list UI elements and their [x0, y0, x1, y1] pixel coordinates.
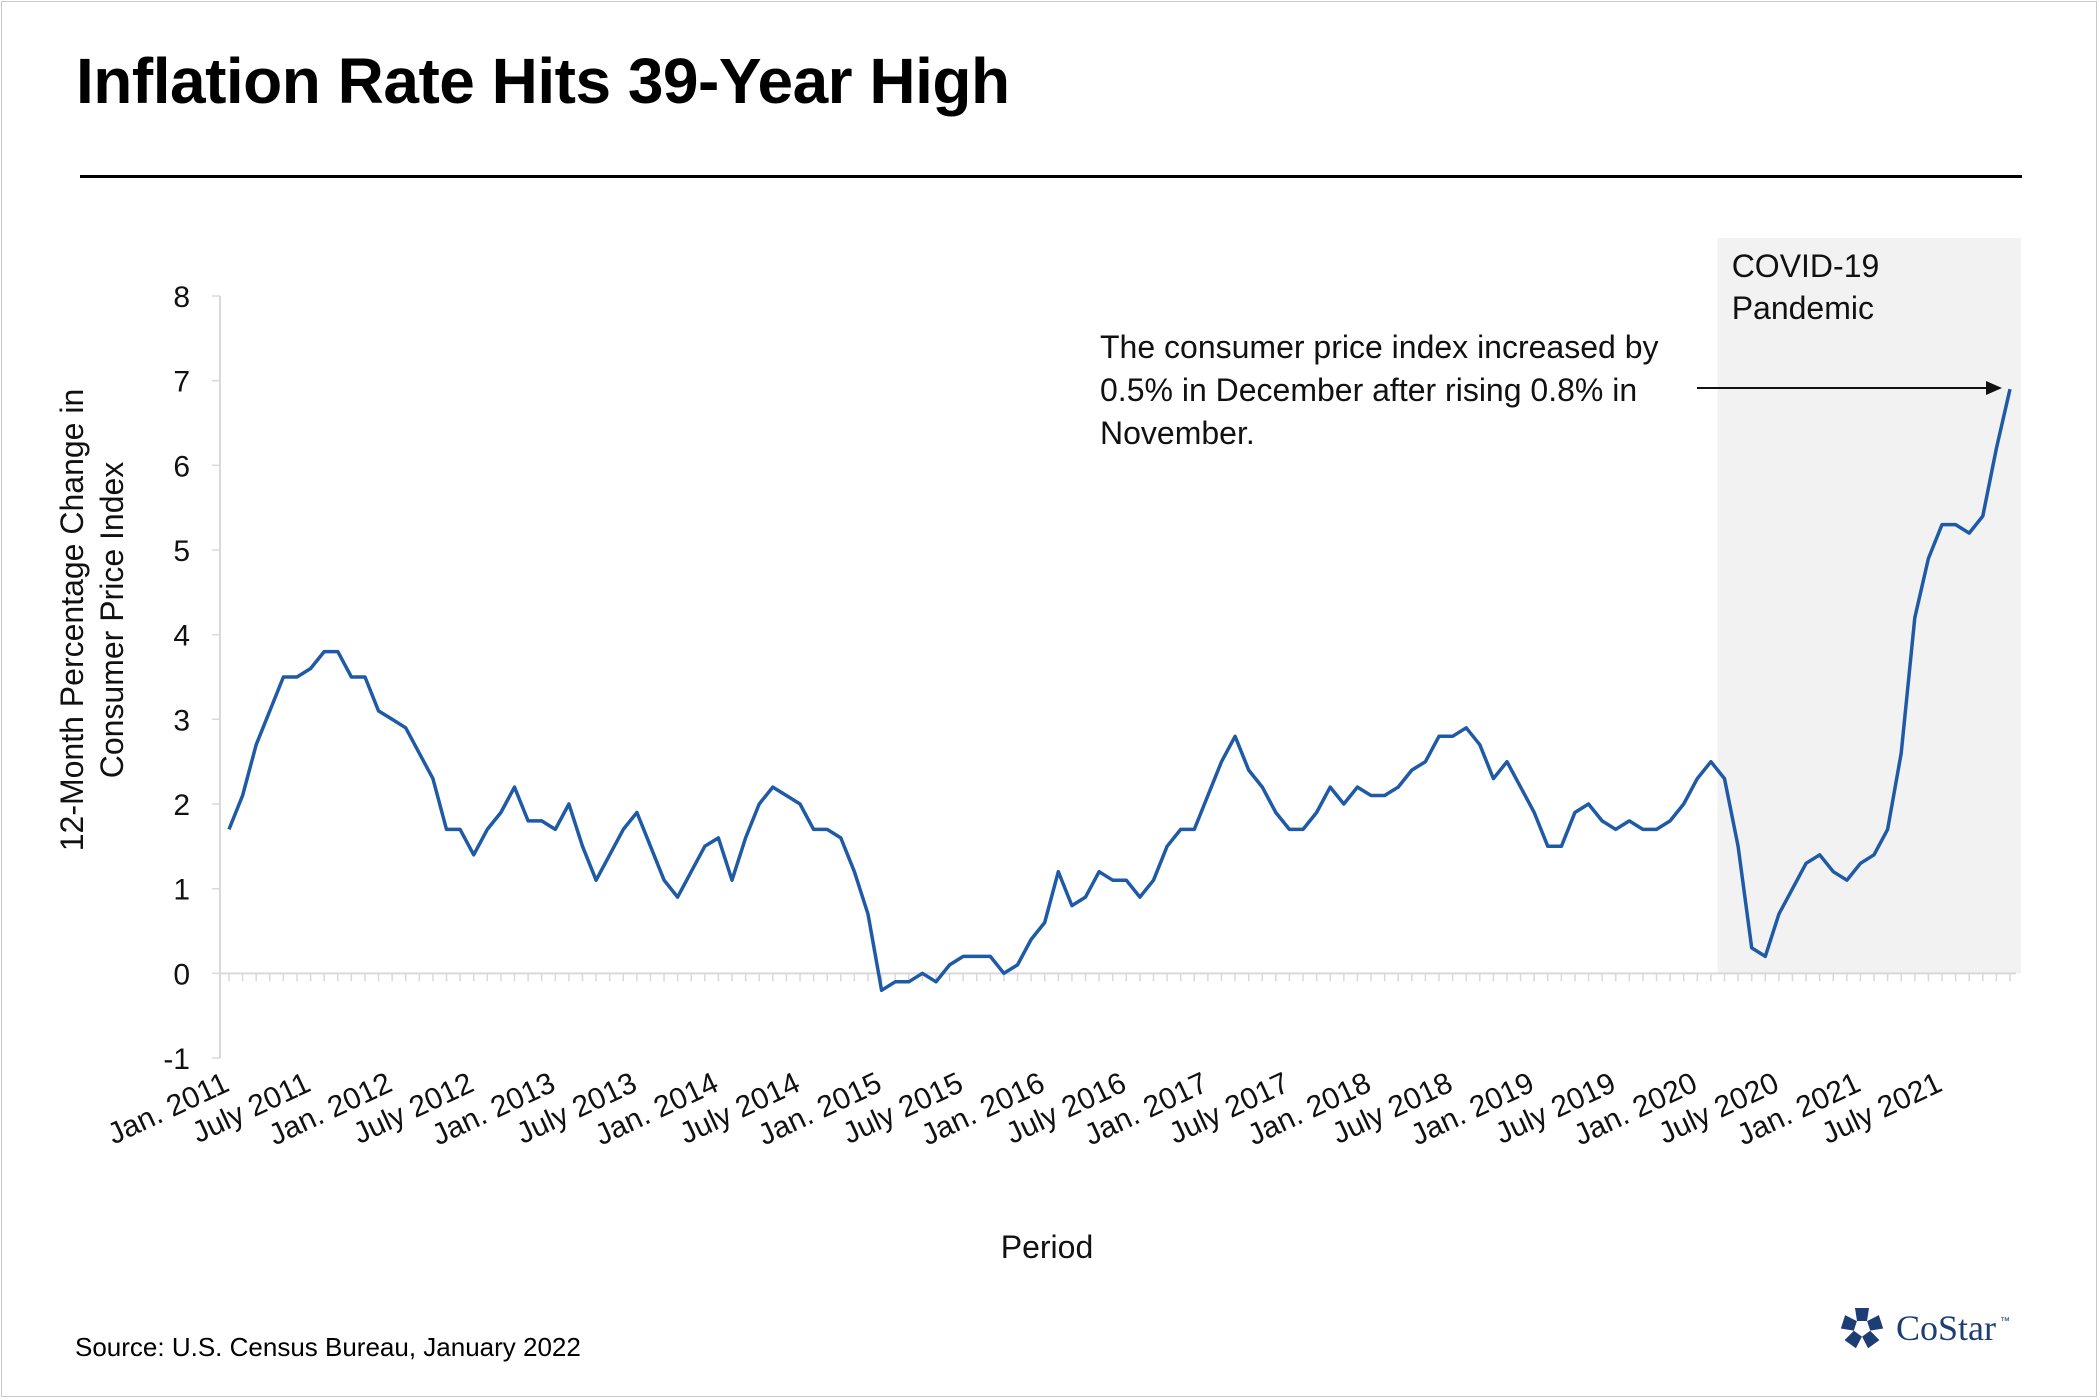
title-divider — [80, 175, 2022, 178]
covid-shaded-region — [1717, 238, 2021, 974]
shaded-region-label: COVID-19 — [1732, 248, 1880, 284]
page-title: Inflation Rate Hits 39-Year High — [76, 45, 1010, 117]
logo-star-segment — [1867, 1315, 1884, 1331]
logo-star-segment — [1840, 1315, 1857, 1331]
y-tick-label: 5 — [173, 535, 190, 568]
brand-trademark: ™ — [2000, 1315, 2011, 1327]
y-tick-label: 8 — [173, 281, 190, 314]
series-line-cpi — [227, 388, 2012, 993]
annotation-text: November. — [1100, 415, 1255, 451]
y-tick-label: 7 — [173, 366, 190, 399]
brand-name: CoStar — [1896, 1308, 1997, 1348]
y-tick-label: 1 — [173, 874, 190, 907]
shaded-region-label: Pandemic — [1732, 290, 1874, 326]
source-note: Source: U.S. Census Bureau, January 2022 — [75, 1332, 581, 1362]
y-tick-label: 4 — [173, 620, 190, 653]
y-axis-label-line: Consumer Price Index — [94, 462, 130, 779]
y-tick-label: 6 — [173, 450, 190, 483]
costar-logo: CoStar ™ — [1838, 1298, 2010, 1358]
logo-star-segment — [1862, 1330, 1880, 1349]
y-tick-labels: -1 0 1 2 3 4 5 6 7 8 — [163, 281, 190, 1076]
y-tick-label: 0 — [173, 958, 190, 991]
costar-star-icon — [1840, 1308, 1884, 1349]
chart-axes — [212, 295, 2016, 1059]
y-tick-label: 2 — [173, 789, 190, 822]
x-axis-label: Period — [1001, 1229, 1094, 1265]
logo-star-segment — [1844, 1330, 1862, 1349]
annotation-arrow-head — [1986, 381, 2002, 395]
y-axis-label: 12-Month Percentage Change in Consumer Pr… — [54, 389, 130, 852]
annotation-text: 0.5% in December after rising 0.8% in — [1100, 372, 1637, 408]
annotation: COVID-19 Pandemic The consumer price index… — [1100, 248, 2002, 451]
logo-star-segment — [1855, 1308, 1869, 1321]
annotation-text: The consumer price index increased by — [1100, 329, 1659, 365]
y-tick-label: 3 — [173, 704, 190, 737]
y-tick-label: -1 — [163, 1043, 190, 1076]
y-axis-label-line: 12-Month Percentage Change in — [54, 389, 90, 852]
